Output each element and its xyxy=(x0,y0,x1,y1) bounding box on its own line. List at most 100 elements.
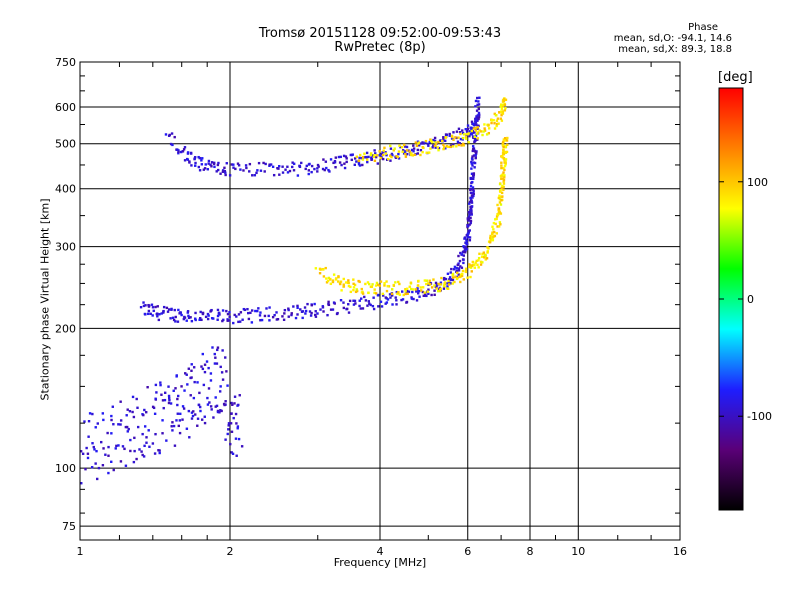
data-point xyxy=(422,294,425,298)
data-point xyxy=(500,174,503,177)
data-point xyxy=(461,129,464,132)
data-point xyxy=(477,100,480,103)
data-point xyxy=(237,313,241,316)
data-point xyxy=(92,445,95,449)
data-point xyxy=(187,314,190,318)
data-point xyxy=(481,261,484,264)
data-point xyxy=(157,449,160,452)
data-point xyxy=(464,136,468,139)
data-point xyxy=(225,370,228,373)
data-point xyxy=(112,423,115,426)
data-point xyxy=(470,208,473,211)
data-point xyxy=(200,163,204,166)
data-point xyxy=(455,145,458,148)
data-point xyxy=(503,139,506,142)
data-point xyxy=(433,139,437,143)
data-point xyxy=(467,215,471,219)
data-point xyxy=(491,238,495,242)
data-point xyxy=(474,99,478,103)
data-point xyxy=(117,423,120,426)
data-point xyxy=(342,284,346,288)
data-point xyxy=(410,297,414,300)
data-point xyxy=(107,454,110,457)
data-point xyxy=(444,133,448,136)
data-point xyxy=(190,411,194,414)
data-point xyxy=(470,133,473,136)
data-point xyxy=(503,164,507,168)
data-point xyxy=(186,151,190,154)
data-point xyxy=(410,152,413,155)
data-point xyxy=(504,163,507,166)
data-point xyxy=(462,261,465,265)
data-point xyxy=(460,274,464,278)
data-point xyxy=(433,144,437,147)
data-point xyxy=(186,383,189,386)
data-point xyxy=(487,247,490,250)
data-point xyxy=(376,162,380,165)
data-point xyxy=(468,130,472,133)
data-point xyxy=(182,407,186,410)
data-point xyxy=(327,168,330,172)
data-point xyxy=(136,406,139,409)
data-point xyxy=(394,296,397,299)
data-point xyxy=(474,129,478,132)
data-point xyxy=(476,119,479,122)
data-point xyxy=(337,155,341,159)
data-point xyxy=(136,425,140,429)
data-point xyxy=(395,303,398,306)
data-point xyxy=(495,232,498,235)
data-point xyxy=(448,132,451,136)
data-point xyxy=(418,295,421,298)
data-point xyxy=(357,163,361,166)
data-point xyxy=(464,127,467,131)
data-point xyxy=(493,234,497,238)
data-point xyxy=(256,309,259,313)
data-point xyxy=(466,127,470,131)
data-point xyxy=(464,247,467,250)
data-point xyxy=(428,279,431,282)
data-point xyxy=(128,410,132,413)
data-point xyxy=(433,284,436,287)
data-point xyxy=(327,276,331,280)
data-point xyxy=(153,452,157,455)
data-point xyxy=(230,412,233,415)
data-point xyxy=(288,169,292,173)
data-point xyxy=(374,292,378,295)
data-point xyxy=(374,155,378,159)
data-point xyxy=(203,370,207,374)
data-point xyxy=(214,356,217,359)
data-point xyxy=(398,282,401,286)
data-point xyxy=(478,129,481,132)
data-point xyxy=(465,137,468,140)
data-point xyxy=(158,313,161,316)
data-point xyxy=(239,320,242,323)
data-point xyxy=(269,163,273,166)
data-point xyxy=(459,273,463,276)
data-point xyxy=(239,311,243,314)
data-point xyxy=(492,119,495,122)
data-point xyxy=(156,305,159,308)
data-point xyxy=(281,171,285,174)
data-point xyxy=(189,316,192,319)
data-point xyxy=(244,164,248,167)
data-point xyxy=(171,421,174,424)
data-point xyxy=(382,153,385,157)
data-point xyxy=(140,450,143,453)
data-point xyxy=(472,172,476,175)
data-point xyxy=(458,142,461,145)
data-point xyxy=(405,287,409,291)
data-point xyxy=(162,305,166,309)
data-point xyxy=(301,316,304,320)
data-point xyxy=(476,124,479,127)
data-point xyxy=(447,283,451,286)
data-point xyxy=(476,132,479,136)
data-point xyxy=(167,308,171,311)
data-point xyxy=(474,153,477,157)
data-point xyxy=(155,312,158,316)
data-point xyxy=(389,296,392,299)
data-point xyxy=(199,317,202,320)
data-point xyxy=(146,312,150,316)
data-point xyxy=(292,169,296,172)
data-point xyxy=(430,139,433,143)
data-point xyxy=(194,317,197,320)
